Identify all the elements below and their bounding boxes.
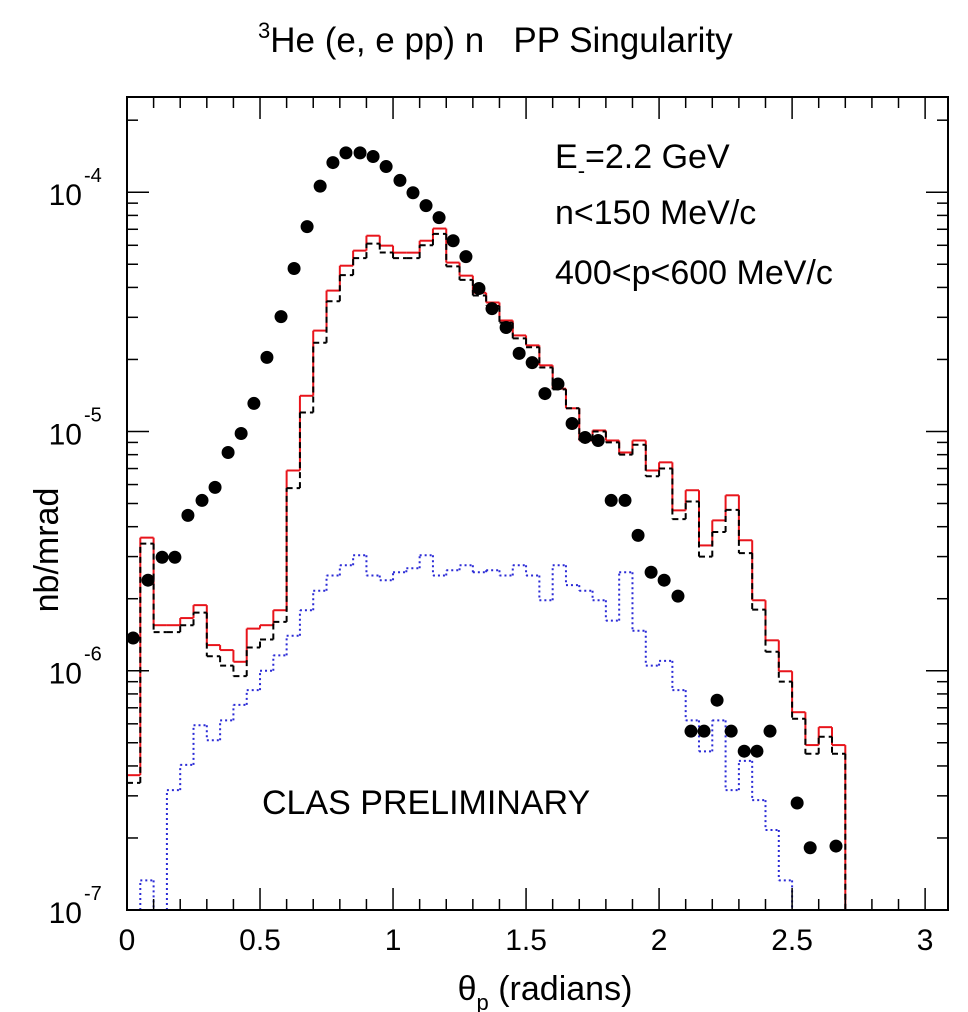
x-title-rest: (radians) [489,970,633,1008]
y-tick-exponent: -6 [84,644,102,666]
data-point [710,693,724,707]
data-point [326,156,340,170]
data-point [591,433,605,447]
data-point [432,211,446,225]
data-point [604,493,618,507]
y-tick-label: 10 [49,179,82,212]
annotation: 400<p<600 MeV/c [555,254,833,292]
data-point [644,565,658,579]
data-point [671,589,685,603]
data-point [247,396,261,410]
data-point [339,146,353,160]
data-point [446,234,460,248]
data-point [499,320,513,334]
y-axis-title: nb/mrad [28,488,66,613]
y-tick-label: 10 [49,418,82,451]
data-point [763,724,777,738]
data-point [181,508,195,522]
data-point [168,550,182,564]
data-point [141,573,155,587]
chart-title: 3He (e, e pp) n PP Singularity [258,18,733,60]
data-point [551,377,565,391]
data-point [208,480,222,494]
y-tick-label: 10 [49,897,82,930]
data-point [195,493,209,507]
x-tick-label: 2 [651,924,668,957]
data-point [260,350,274,364]
data-point [366,150,380,164]
data-point [525,356,539,370]
data-point [657,573,671,587]
data-point [393,173,407,187]
x-tick-label: 0.5 [239,924,281,957]
x-tick-label: 3 [917,924,934,957]
x-title-sub: p [477,990,489,1012]
data-point [737,744,751,758]
x-tick-label: 2.5 [771,924,813,957]
data-point [578,430,592,444]
x-tick-label: 1.5 [505,924,547,957]
data-point [697,724,711,738]
data-point [790,796,804,810]
data-point [829,839,843,853]
energy-rest: =2.2 GeV [585,138,730,176]
data-point [538,387,552,401]
data-point [127,631,140,645]
title-superscript: 3 [258,18,270,43]
data-point [618,493,632,507]
data-point [287,261,301,275]
energy-annotation: E-=2.2 GeV [555,138,730,183]
data-point [724,724,738,738]
data-point [750,744,764,758]
x-axis-title: θp (radians) [458,970,633,1012]
data-point [803,841,817,855]
data-point [300,220,314,234]
y-tick-label: 10 [49,658,82,691]
x-title-main: θ [458,970,477,1008]
data-point [565,416,579,430]
x-tick-label: 1 [385,924,402,957]
data-point [459,250,473,264]
y-tick-exponent: -5 [84,404,102,426]
energy-main: E [555,138,578,176]
data-point [419,199,433,213]
plot-area [127,146,847,910]
energy-sub: - [578,158,585,183]
data-point [274,310,288,324]
data-point [472,281,486,295]
y-tick-exponent: -7 [84,883,102,905]
data-point [631,528,645,542]
data-point [485,302,499,316]
y-tick-exponent: -4 [84,165,102,187]
data-point [406,186,420,200]
data-point [155,550,169,564]
data-point [221,445,235,459]
data-point [684,724,698,738]
watermark: CLAS PRELIMINARY [262,784,590,822]
data-point [379,160,393,174]
x-tick-label: 0 [119,924,136,957]
data-point [313,179,327,193]
annotation: n<150 MeV/c [555,194,756,232]
data-point [234,426,248,440]
title-text: He (e, e pp) n PP Singularity [270,21,733,60]
data-point [353,146,367,160]
data-point [512,346,526,360]
